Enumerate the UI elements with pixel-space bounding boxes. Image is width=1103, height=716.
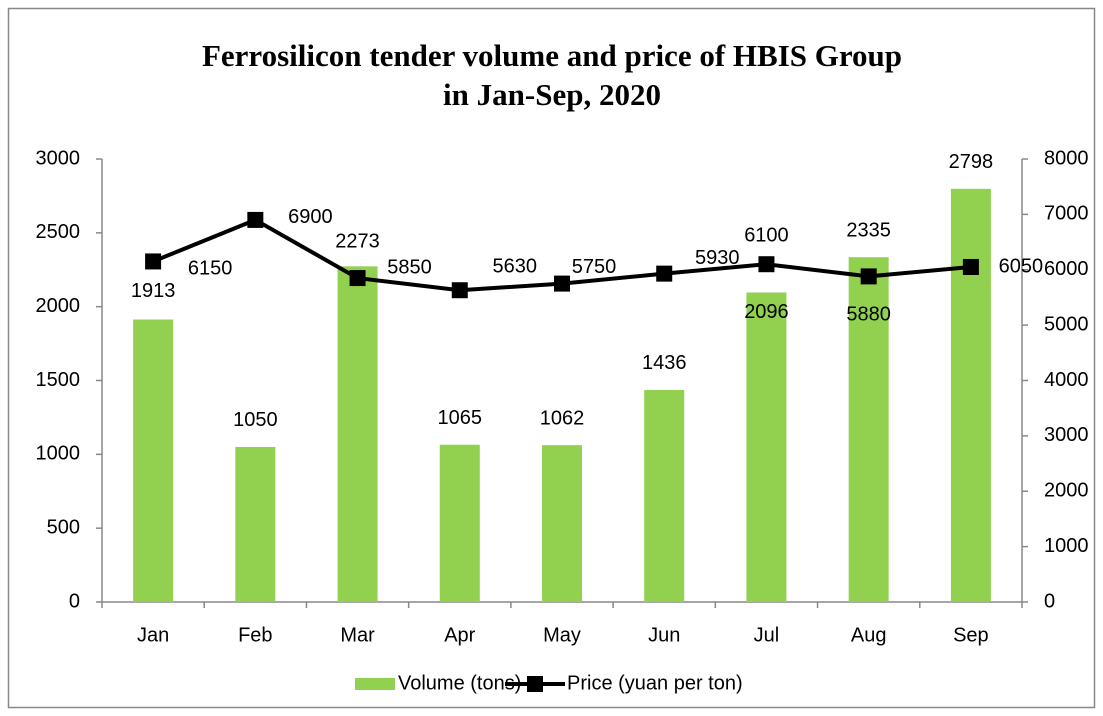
bar-value-label: 2096 (744, 301, 789, 323)
price-value-label: 6100 (744, 224, 789, 246)
price-marker (656, 265, 673, 282)
y-tick-label: 2000 (36, 295, 81, 317)
price-marker (962, 258, 979, 275)
y-tick-label: 2500 (36, 221, 81, 243)
x-tick-label: Mar (340, 624, 375, 646)
x-tick-label: Jan (137, 624, 169, 646)
bar (542, 445, 582, 602)
bar (133, 319, 174, 602)
price-marker (758, 256, 775, 273)
x-tick-label: Feb (238, 624, 272, 646)
bar-value-label: 2798 (949, 151, 994, 173)
y2-tick-label: 1000 (1044, 535, 1089, 557)
bar (644, 389, 685, 602)
y2-tick-label: 8000 (1044, 147, 1089, 169)
price-value-label: 6900 (288, 206, 333, 228)
price-marker (554, 275, 570, 292)
price-marker (145, 253, 162, 270)
bar (337, 266, 378, 602)
y2-tick-label: 5000 (1044, 313, 1089, 335)
chart-title: in Jan-Sep, 2020 (443, 77, 661, 112)
bar-value-label: 2273 (335, 231, 380, 253)
price-value-label: 5750 (572, 256, 617, 278)
x-tick-label: May (543, 624, 581, 646)
y2-tick-label: 2000 (1044, 480, 1089, 502)
x-tick-label: Apr (444, 624, 475, 646)
legend-label: Price (yuan per ton) (567, 672, 743, 694)
x-tick-label: Aug (851, 624, 887, 646)
legend-swatch (527, 676, 543, 692)
bar (235, 446, 276, 602)
chart-title: Ferrosilicon tender volume and price of … (202, 38, 902, 73)
bar-value-label: 1913 (131, 280, 176, 302)
bar-value-label: 1436 (642, 352, 687, 374)
y2-tick-label: 6000 (1044, 258, 1089, 280)
y2-tick-label: 4000 (1044, 369, 1089, 391)
price-value-label: 5850 (387, 256, 432, 278)
price-value-label: 5880 (846, 304, 891, 326)
bar-value-label: 2335 (846, 219, 891, 241)
y2-tick-label: 0 (1044, 590, 1055, 612)
x-tick-label: Sep (953, 624, 989, 646)
y-tick-label: 3000 (36, 147, 81, 169)
y-tick-label: 500 (47, 516, 80, 538)
price-marker (860, 268, 877, 285)
bar-value-label: 1062 (540, 407, 585, 429)
price-marker (247, 211, 264, 228)
price-value-label: 5930 (695, 247, 740, 269)
x-tick-label: Jul (754, 624, 780, 646)
y-tick-label: 1000 (36, 443, 81, 465)
legend-swatch (355, 678, 395, 690)
bar-value-label: 1050 (233, 409, 278, 431)
bar (439, 444, 480, 602)
price-marker (349, 270, 366, 287)
bar (746, 292, 787, 602)
price-marker (451, 282, 468, 299)
price-value-label: 6150 (188, 258, 233, 280)
y2-tick-label: 7000 (1044, 203, 1089, 225)
price-value-label: 5630 (493, 256, 538, 278)
bar (950, 188, 991, 602)
bar (848, 257, 889, 602)
price-value-label: 6050 (999, 255, 1044, 277)
y-tick-label: 1500 (36, 369, 81, 391)
bar-value-label: 1065 (438, 407, 483, 429)
legend-label: Volume (tons) (398, 672, 521, 694)
y2-tick-label: 3000 (1044, 424, 1089, 446)
y-tick-label: 0 (69, 590, 80, 612)
x-tick-label: Jun (648, 624, 680, 646)
